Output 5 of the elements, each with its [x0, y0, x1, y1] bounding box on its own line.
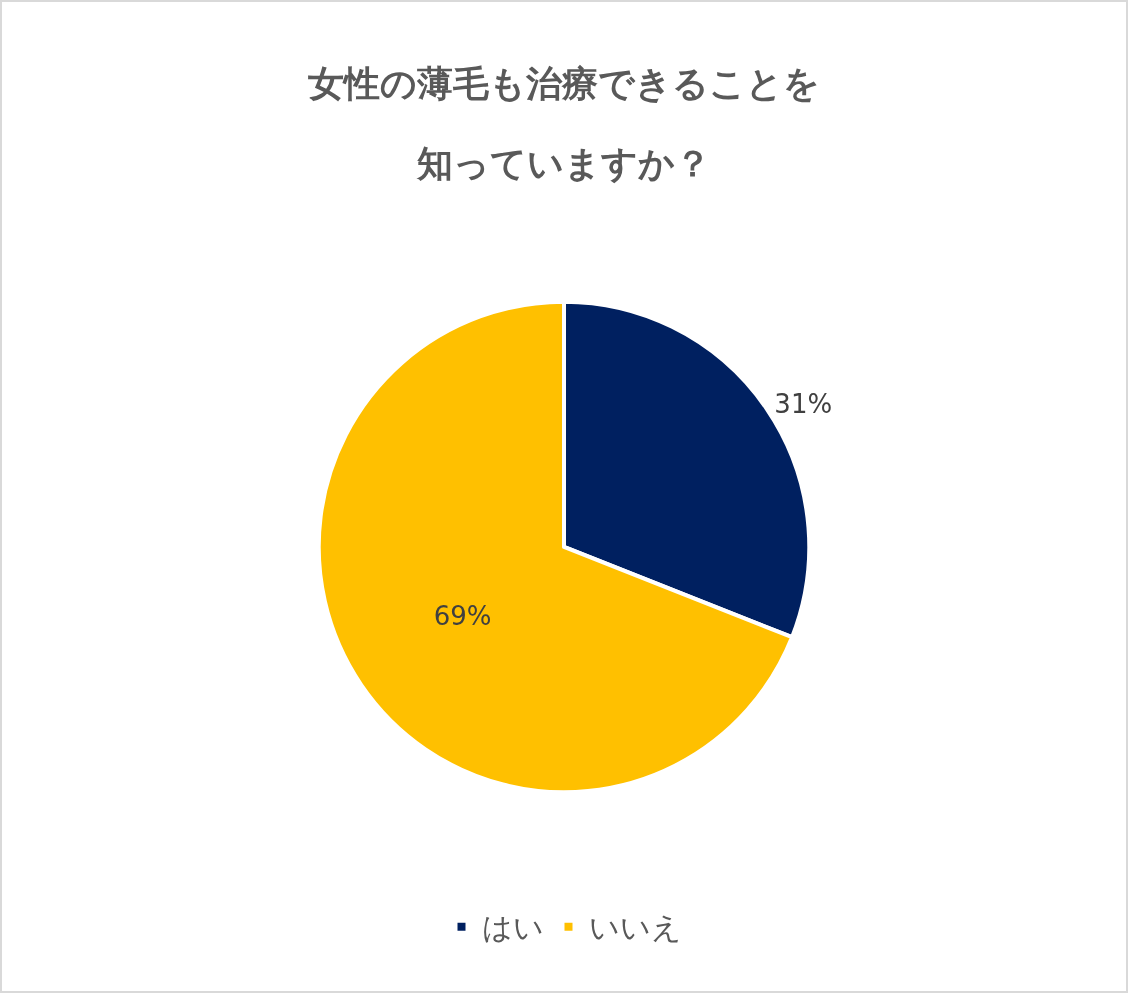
legend-label: はい	[481, 910, 544, 946]
legend-label: いいえ	[588, 910, 682, 946]
data-label: 69%	[433, 600, 492, 631]
data-label: 31%	[774, 389, 833, 420]
chart-title: 女性の薄毛も治療できることを知っていますか？	[307, 62, 821, 186]
